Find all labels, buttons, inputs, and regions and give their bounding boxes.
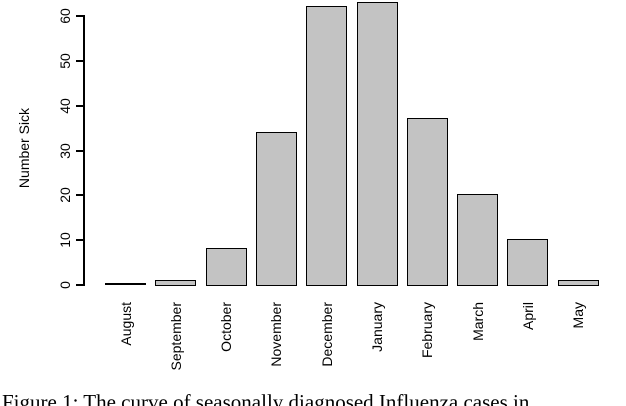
y-tick-label: 50 bbox=[57, 53, 73, 69]
x-tick-label-january: January bbox=[369, 302, 385, 352]
y-tick-label: 60 bbox=[57, 8, 73, 24]
bar-august bbox=[105, 283, 146, 285]
y-tick-label: 40 bbox=[57, 98, 73, 114]
x-tick-label-november: November bbox=[268, 302, 285, 367]
y-tick-label: 30 bbox=[57, 142, 73, 159]
bar-april bbox=[507, 239, 549, 286]
y-axis-tick bbox=[76, 60, 83, 62]
bar-november bbox=[255, 131, 297, 286]
y-axis-tick bbox=[76, 284, 83, 286]
bar-december bbox=[306, 6, 348, 286]
x-tick-label-august: August bbox=[117, 302, 134, 346]
y-tick-label: 0 bbox=[57, 281, 73, 289]
y-axis-title: Number Sick bbox=[16, 107, 32, 189]
y-axis-tick bbox=[76, 15, 83, 18]
x-tick-label-october: October bbox=[218, 302, 235, 352]
figure-caption: Figure 1: The curve of seasonally diagno… bbox=[2, 390, 530, 406]
x-tick-label-september: September bbox=[167, 302, 184, 371]
y-tick-label: 20 bbox=[57, 187, 73, 204]
x-tick-label-march: March bbox=[469, 302, 486, 341]
y-axis-tick bbox=[76, 194, 83, 197]
y-axis-tick bbox=[76, 239, 83, 242]
bar-september bbox=[155, 279, 197, 286]
bar-february bbox=[406, 118, 448, 286]
y-axis-line bbox=[83, 15, 85, 286]
x-tick-label-april: April bbox=[519, 302, 536, 331]
bar-may bbox=[557, 279, 599, 286]
bar-march bbox=[457, 194, 499, 286]
x-tick-label-may: May bbox=[570, 302, 587, 329]
y-tick-label: 10 bbox=[57, 232, 73, 248]
y-axis-tick bbox=[76, 149, 83, 152]
x-tick-label-december: December bbox=[318, 302, 335, 367]
bar-january bbox=[356, 1, 398, 286]
y-axis-tick bbox=[76, 104, 83, 107]
x-tick-label-february: February bbox=[419, 302, 436, 359]
bar-october bbox=[205, 248, 247, 286]
